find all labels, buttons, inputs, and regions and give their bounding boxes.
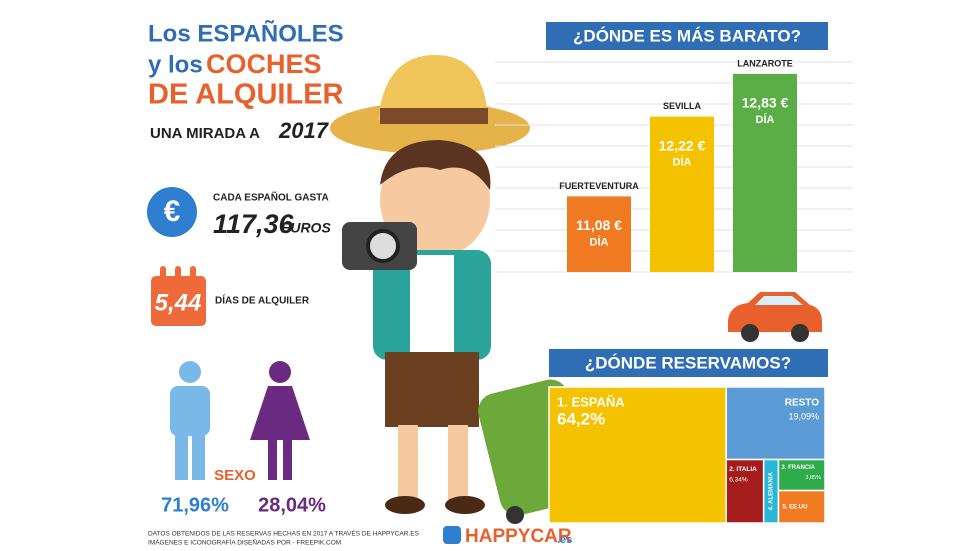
bar	[567, 196, 631, 272]
category-label: FUERTEVENTURA	[559, 181, 639, 191]
treemap-cell	[777, 489, 826, 524]
cell-value: 64,2%	[557, 409, 605, 428]
value-label: 12,22 €	[659, 137, 706, 153]
hat-crown	[378, 55, 488, 120]
cell-label: 4. ALEMANIA	[769, 472, 775, 511]
cell-value: 19,09%	[788, 411, 819, 421]
footer-note: DATOS OBTENIDOS DE LAS RESERVAS HECHAS E…	[148, 529, 420, 538]
cell-value: 6,34%	[729, 477, 748, 484]
chart-header	[546, 22, 828, 50]
subtitle: UNA MIRADA A	[150, 125, 260, 142]
days-label: DÍAS DE ALQUILER	[215, 294, 310, 307]
hair	[380, 140, 491, 190]
calendar-ring	[160, 266, 166, 280]
title-line: COCHES	[206, 49, 322, 79]
female-share: 28,04%	[258, 494, 326, 516]
title-line: y los	[148, 51, 203, 78]
value-label: 12,83 €	[742, 95, 789, 111]
shoe	[445, 496, 485, 514]
cell-value: 3,85%	[805, 475, 821, 481]
calendar-icon	[151, 276, 206, 326]
footer-note: IMÁGENES E ICONOGRAFÍA DISEÑADAS POR - F…	[148, 538, 341, 547]
female-leg	[268, 440, 277, 480]
leg	[398, 425, 418, 500]
tshirt	[410, 255, 454, 355]
camera-lens	[366, 229, 400, 263]
brand-icon	[443, 526, 461, 544]
calendar-ring	[175, 266, 181, 280]
leg	[448, 425, 468, 500]
cell-label: RESTO	[785, 398, 819, 409]
treemap-cell	[548, 386, 727, 524]
female-dress	[250, 386, 310, 440]
brand-name: HAPPYCAR	[465, 526, 572, 547]
bar	[650, 116, 714, 272]
cell-label: 2. ITALIA	[729, 466, 757, 473]
category-label: SEVILLA	[663, 101, 702, 111]
chart-title: ¿DÓNDE ES MÁS BARATO?	[573, 26, 801, 45]
treemap-cell	[725, 458, 765, 524]
sex-label: SEXO	[214, 467, 256, 484]
hat-band	[380, 108, 488, 124]
car-wheel	[741, 324, 759, 342]
chart-title: ¿DÓNDE RESERVAMOS?	[585, 353, 791, 372]
unit-label: DÍA	[590, 235, 609, 248]
cell-label: 1. ESPAÑA	[557, 394, 625, 409]
category-label: LANZAROTE	[737, 58, 793, 68]
female-icon	[250, 361, 310, 480]
male-share: 71,96%	[161, 494, 229, 516]
car-icon	[728, 292, 822, 342]
unit-label: DÍA	[673, 156, 692, 169]
title-line: DE ALQUILER	[148, 79, 344, 111]
female-leg	[283, 440, 292, 480]
shorts	[385, 352, 479, 427]
euro-symbol: €	[164, 195, 181, 228]
male-head	[179, 361, 201, 383]
title-line: Los ESPAÑOLES	[148, 19, 344, 47]
subtitle-year: 2017	[278, 118, 330, 143]
calendar-ring	[190, 266, 196, 280]
male-icon	[170, 361, 210, 480]
chart-header	[549, 349, 828, 377]
value-label: 11,08 €	[576, 217, 622, 233]
female-head	[269, 361, 291, 383]
bar	[733, 73, 797, 273]
car-window	[755, 296, 803, 305]
cell-label: 3. FRANCIA	[781, 465, 815, 471]
spend-unit: EUROS	[281, 220, 331, 236]
days-value: 5,44	[155, 289, 202, 316]
cell-label: 5. EE.UU	[782, 504, 807, 510]
treemap-cell	[777, 458, 826, 492]
spend-label: CADA ESPAÑOL GASTA	[213, 191, 329, 204]
euro-icon	[147, 187, 197, 237]
car-wheel	[791, 324, 809, 342]
traveler-illustration	[330, 55, 591, 524]
male-body	[170, 386, 210, 436]
brand-domain: .es	[557, 534, 572, 546]
male-leg	[192, 425, 205, 480]
spend-value: 117,36	[213, 209, 295, 239]
unit-label: DÍA	[756, 113, 775, 126]
shoe	[385, 496, 425, 514]
suitcase-wheel	[506, 506, 524, 524]
male-leg	[175, 425, 188, 480]
